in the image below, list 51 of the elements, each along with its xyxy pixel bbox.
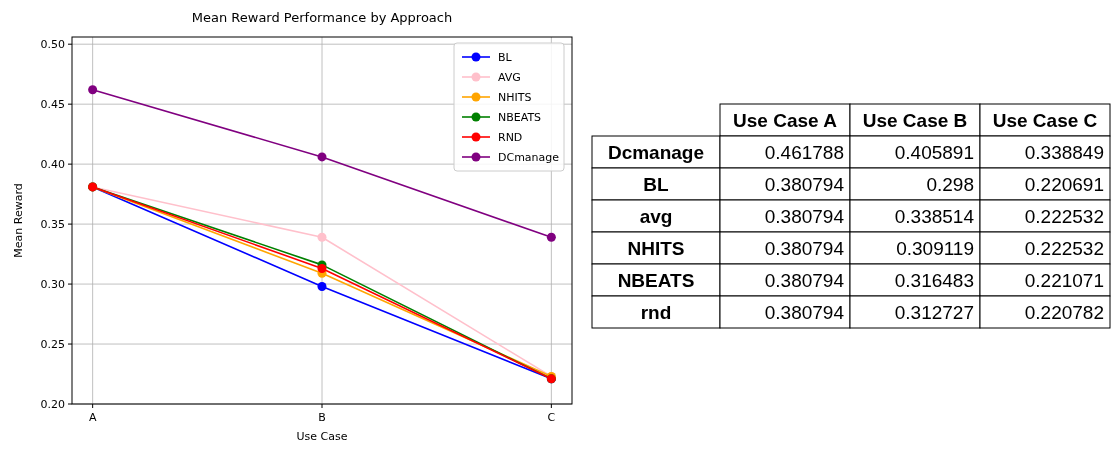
x-axis-title: Use Case bbox=[296, 430, 348, 443]
x-tick-label: C bbox=[547, 411, 556, 424]
data-label: 0.222532 bbox=[1024, 206, 1104, 227]
data-label: 0.298 bbox=[926, 174, 974, 195]
data-label: 0.380794 bbox=[764, 174, 845, 195]
legend-label: NHITS bbox=[498, 91, 532, 104]
y-tick-label: 0.40 bbox=[40, 158, 65, 172]
data-label: 0.312727 bbox=[894, 302, 974, 323]
data-label: 0.380794 bbox=[764, 302, 845, 323]
point bbox=[317, 232, 327, 242]
data-label: 0.380794 bbox=[764, 270, 845, 291]
category-label: Use Case A bbox=[733, 110, 838, 131]
data-label: 0.405891 bbox=[894, 142, 974, 163]
data-label: 0.380794 bbox=[764, 206, 845, 227]
data-label: 0.338514 bbox=[894, 206, 975, 227]
y-tick-label: 0.45 bbox=[40, 98, 65, 112]
series-label: NBEATS bbox=[617, 270, 695, 291]
chart-title: Mean Reward Performance by Approach bbox=[191, 10, 453, 25]
legend-label: NBEATS bbox=[498, 111, 542, 124]
text: BL bbox=[643, 174, 670, 195]
data-label: 0.222532 bbox=[1024, 238, 1104, 259]
point bbox=[546, 232, 556, 242]
y-tick-label: 0.35 bbox=[40, 218, 65, 232]
y-tick-label: 0.20 bbox=[40, 398, 65, 411]
text: rnd bbox=[640, 302, 672, 323]
y-axis-title: Mean Reward bbox=[12, 183, 25, 258]
legend-label: RND bbox=[498, 131, 523, 144]
data-label: 0.338849 bbox=[1024, 142, 1104, 163]
data-label: 0.220782 bbox=[1024, 302, 1104, 323]
data-label: 0.309119 bbox=[896, 238, 974, 259]
text: avg bbox=[639, 206, 673, 227]
data-label: 0.316483 bbox=[894, 270, 974, 291]
y-tick-label: 0.30 bbox=[40, 278, 65, 292]
category-label: Use Case B bbox=[862, 110, 968, 131]
data-label: 0.221071 bbox=[1024, 270, 1104, 291]
legend-label: BL bbox=[498, 51, 513, 64]
legend-label: AVG bbox=[498, 71, 521, 84]
series-label: NHITS bbox=[627, 238, 685, 259]
y-tick-label: 0.50 bbox=[40, 38, 65, 52]
point bbox=[88, 85, 98, 95]
data-label: 0.220691 bbox=[1024, 174, 1104, 195]
series-label: Dcmanage bbox=[607, 142, 705, 163]
point bbox=[317, 152, 327, 162]
x-tick-label: A bbox=[88, 411, 97, 424]
y-tick-label: 0.25 bbox=[40, 338, 65, 352]
x-tick-label: B bbox=[318, 411, 326, 424]
data-label: 0.461788 bbox=[764, 142, 844, 163]
point bbox=[317, 281, 327, 291]
category-label: Use Case C bbox=[992, 110, 1098, 131]
legend-label: DCmanage bbox=[498, 151, 560, 164]
data-label: 0.380794 bbox=[764, 238, 845, 259]
